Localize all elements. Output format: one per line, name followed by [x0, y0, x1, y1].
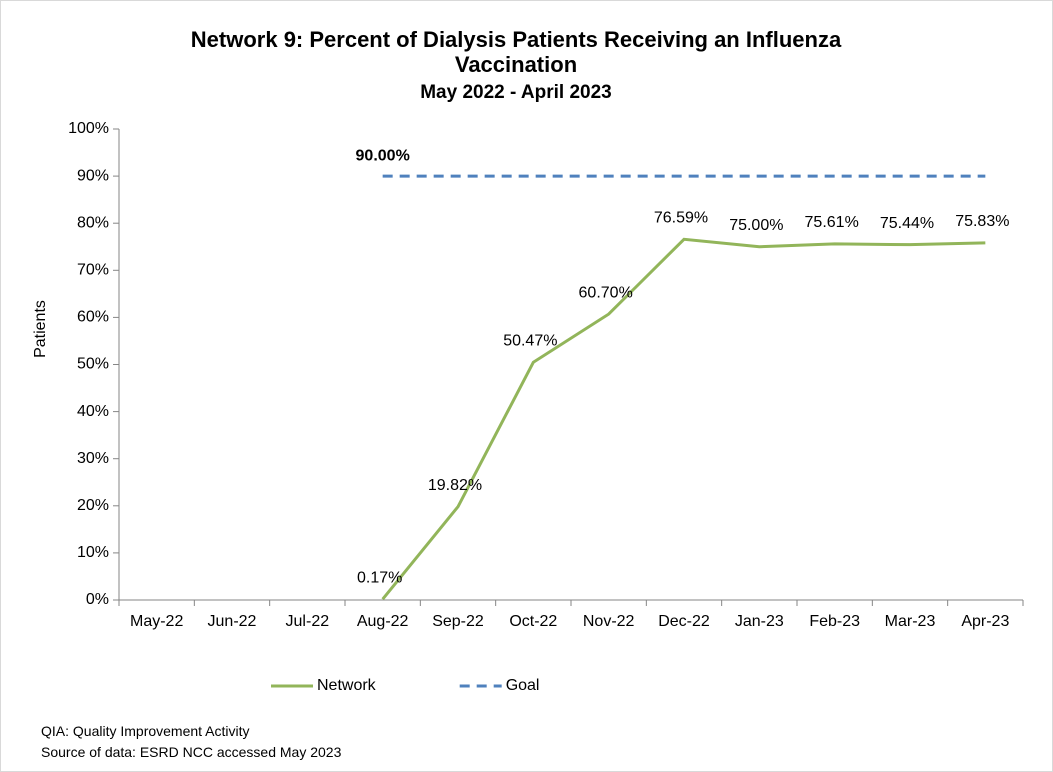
x-tick-label: Jan-23: [735, 613, 784, 630]
series-line: [381, 237, 986, 601]
x-tick-label: Oct-22: [509, 613, 557, 630]
x-tick-label: Sep-22: [432, 613, 484, 630]
x-tick-label: Nov-22: [583, 613, 635, 630]
y-tick-label: 40%: [77, 403, 109, 420]
x-tick-label: May-22: [130, 613, 183, 630]
x-tick-label: Jun-22: [208, 613, 257, 630]
data-label: 75.61%: [805, 214, 859, 231]
data-label: 60.70%: [579, 284, 633, 301]
data-label: 75.83%: [955, 213, 1009, 230]
y-tick-label: 30%: [77, 450, 109, 467]
footnote: QIA: Quality Improvement Activity: [41, 723, 250, 739]
data-label: 50.47%: [503, 333, 557, 350]
data-label: 0.17%: [357, 569, 402, 586]
y-tick-label: 100%: [68, 120, 109, 137]
data-label: 76.59%: [654, 209, 708, 226]
y-tick-label: 50%: [77, 356, 109, 373]
legend-label: Network: [317, 677, 377, 694]
y-tick-label: 60%: [77, 309, 109, 326]
y-tick-label: 20%: [77, 497, 109, 514]
data-label: 19.82%: [428, 477, 482, 494]
x-tick-label: Apr-23: [961, 613, 1009, 630]
legend-label: Goal: [506, 677, 540, 694]
x-tick-label: Feb-23: [809, 613, 860, 630]
x-tick-label: Mar-23: [885, 613, 936, 630]
y-tick-label: 10%: [77, 544, 109, 561]
y-tick-label: 80%: [77, 214, 109, 231]
chart-subtitle: May 2022 - April 2023: [420, 82, 612, 103]
x-tick-label: Aug-22: [357, 613, 409, 630]
data-label: 90.00%: [356, 147, 410, 164]
y-tick-label: 0%: [86, 591, 109, 608]
data-label: 75.44%: [880, 215, 934, 232]
y-tick-label: 90%: [77, 167, 109, 184]
x-tick-label: Dec-22: [658, 613, 710, 630]
y-axis-title: Patients: [32, 300, 49, 358]
chart-title: Network 9: Percent of Dialysis Patients …: [190, 27, 842, 77]
data-label: 75.00%: [729, 217, 783, 234]
footnote: Source of data: ESRD NCC accessed May 20…: [41, 744, 342, 760]
x-tick-label: Jul-22: [286, 613, 330, 630]
y-tick-label: 70%: [77, 262, 109, 279]
